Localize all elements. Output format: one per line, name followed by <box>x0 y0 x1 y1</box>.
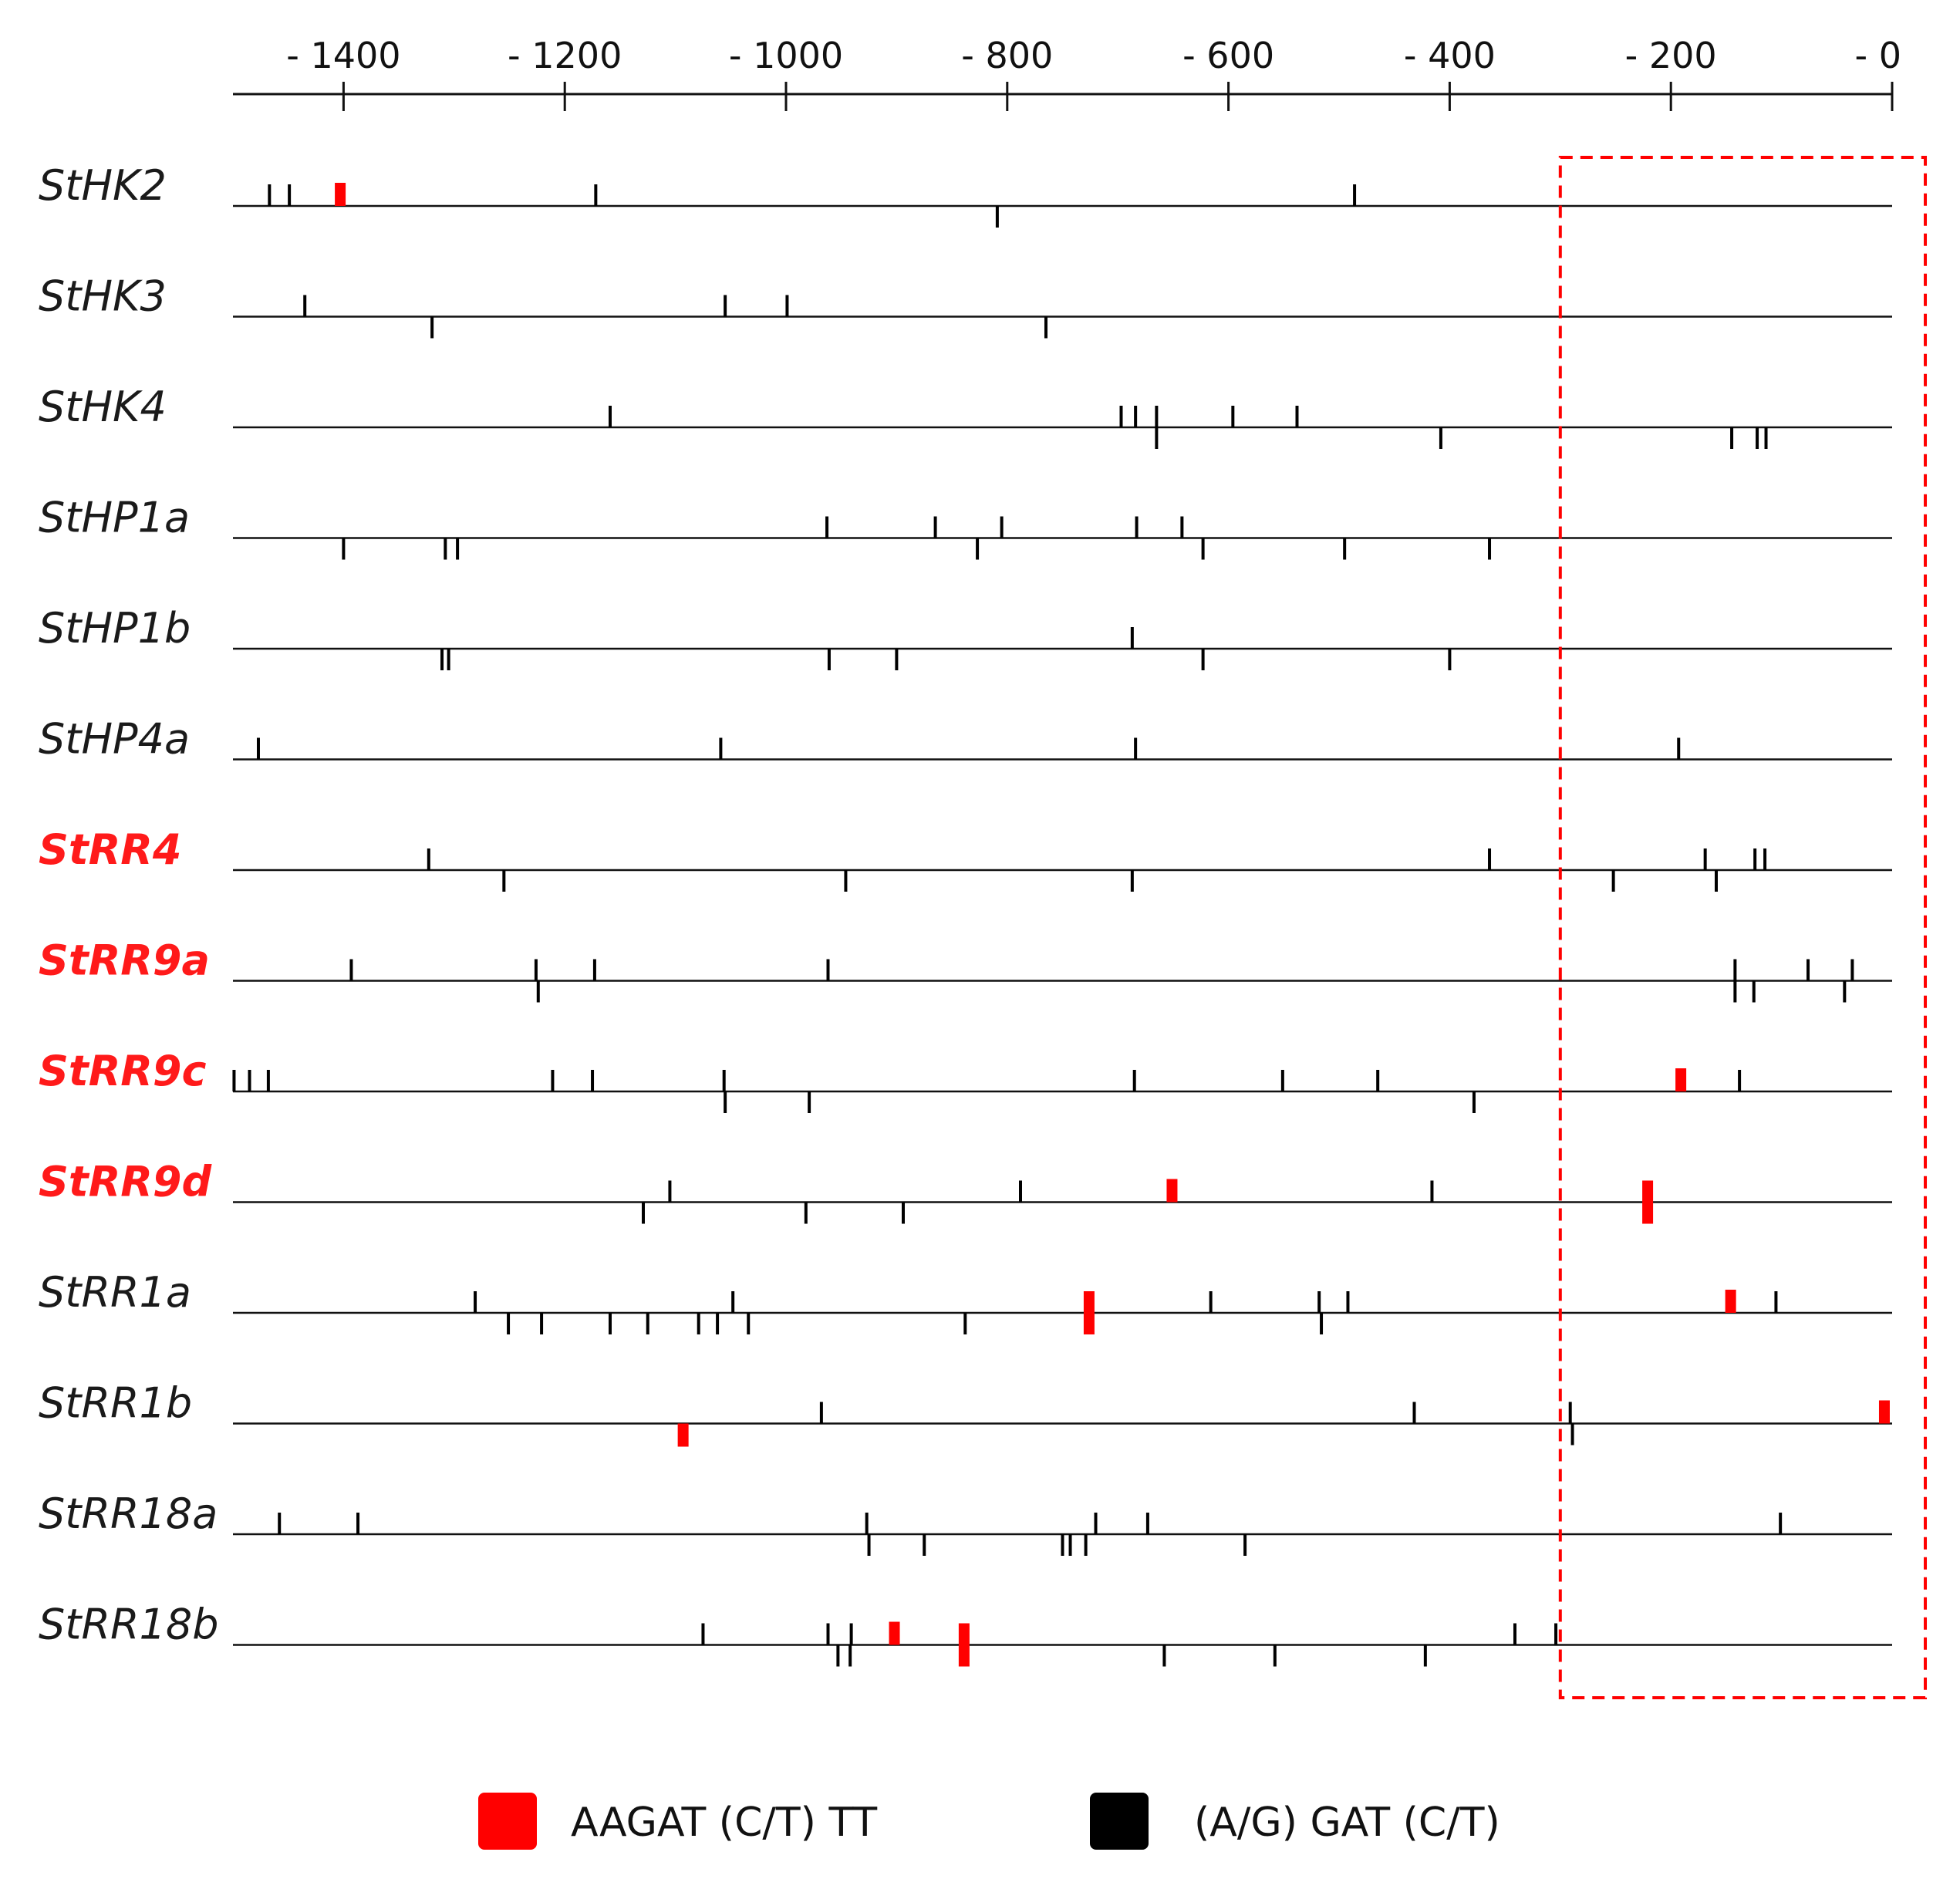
position-axis: - 1400 - 1200 - 1000 - 800 - 600 - 400 - 200 - … <box>233 35 1901 111</box>
gene-name: StHK3 <box>39 272 167 321</box>
gene-row: StRR18b <box>39 1601 1892 1667</box>
highlight-region-box <box>1558 156 1928 1699</box>
motif-mark-red <box>1725 1290 1736 1313</box>
gene-row: StRR18a <box>39 1489 1892 1556</box>
gene-name: StRR1b <box>39 1379 192 1428</box>
axis-tick-label: - 1400 <box>286 35 400 76</box>
gene-row: StHP4a <box>39 715 1892 764</box>
motif-mark-red <box>1642 1180 1654 1224</box>
gene-name: StHK2 <box>39 161 167 210</box>
axis-tick-label: - 800 <box>961 35 1053 76</box>
motif-mark-red <box>677 1423 689 1447</box>
gene-name: StRR18b <box>39 1601 218 1649</box>
axis-tick-label: - 400 <box>1404 35 1496 76</box>
axis-tick-label: - 200 <box>1625 35 1717 76</box>
gene-name: StHP1b <box>39 604 191 653</box>
legend-label: AAGAT (C/T) TT <box>571 1800 877 1846</box>
legend-label: (A/G) GAT (C/T) <box>1194 1800 1500 1846</box>
gene-name: StHP1a <box>39 494 190 542</box>
gene-row: StRR9d <box>39 1158 1892 1224</box>
gene-row: StHK3 <box>39 272 1892 339</box>
gene-row: StRR1a <box>39 1268 1892 1334</box>
motif-mark-red <box>335 183 346 206</box>
motif-mark-red <box>1166 1179 1178 1203</box>
gene-row: StRR9a <box>39 936 1892 1003</box>
gene-row: StRR9c <box>39 1047 1892 1113</box>
gene-name: StRR1a <box>39 1268 191 1317</box>
legend-swatch <box>1090 1793 1149 1850</box>
gene-name: StRR9a <box>39 936 210 985</box>
axis-tick-label: - 0 <box>1855 35 1902 76</box>
gene-row: StHP1a <box>39 494 1892 560</box>
gene-name: StHP4a <box>39 715 190 764</box>
gene-name: StRR18a <box>39 1489 218 1538</box>
gene-name: StHK4 <box>39 383 167 431</box>
gene-row: StHP1b <box>39 604 1892 670</box>
legend: AAGAT (C/T) TT (A/G) GAT (C/T) <box>478 1793 1500 1850</box>
axis-tick-label: - 600 <box>1182 35 1274 76</box>
gene-name: StRR4 <box>39 825 181 874</box>
motif-mark-red <box>889 1621 900 1645</box>
motif-mark-red <box>1675 1068 1687 1091</box>
motif-mark-red <box>1083 1291 1095 1334</box>
legend-swatch <box>478 1793 537 1850</box>
motif-mark-red <box>958 1623 970 1667</box>
gene-row: StRR4 <box>39 825 1892 892</box>
motif-mark-red <box>1878 1400 1890 1424</box>
gene-name: StRR9d <box>39 1158 212 1206</box>
gene-row: StRR1b <box>39 1379 1892 1447</box>
gene-row: StHK4 <box>39 383 1892 449</box>
gene-row: StHK2 <box>39 161 1892 228</box>
axis-tick-label: - 1200 <box>508 35 622 76</box>
gene-tracks: StHK2 StHK3 StHK4 StHP1a StHP1b StHP4a StRR4 St… <box>39 161 1892 1667</box>
axis-tick-label: - 1000 <box>729 35 843 76</box>
gene-name: StRR9c <box>39 1047 206 1095</box>
